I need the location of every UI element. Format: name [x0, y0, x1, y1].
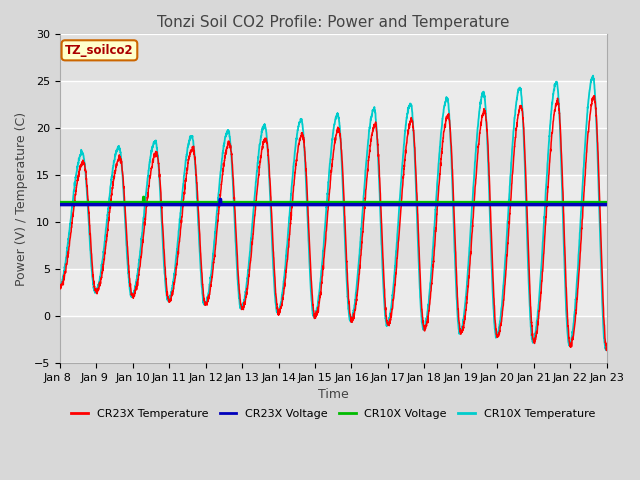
Bar: [60, 128, 607, 175]
CR10X Temperature: [589, 73, 597, 79]
Text: TZ_soilco2: TZ_soilco2: [65, 44, 134, 57]
CR23X Temperature: [289, 190, 297, 195]
CR23X Voltage: [56, 202, 63, 207]
CR23X Temperature: [56, 282, 63, 288]
CR10X Temperature: [289, 167, 297, 173]
CR23X Temperature: [603, 348, 611, 353]
Bar: [60, 81, 607, 128]
CR23X Temperature: [150, 153, 158, 158]
CR23X Voltage: [593, 202, 600, 207]
Bar: [60, 316, 607, 363]
CR10X Voltage: [56, 199, 63, 205]
CR10X Temperature: [118, 167, 126, 173]
CR10X Voltage: [151, 199, 159, 205]
CR10X Voltage: [140, 194, 147, 200]
Bar: [60, 175, 607, 222]
CR10X Voltage: [266, 199, 273, 205]
CR23X Voltage: [216, 196, 224, 202]
CR10X Temperature: [150, 139, 158, 144]
CR23X Temperature: [266, 169, 273, 175]
CR10X Voltage: [289, 199, 297, 205]
Line: CR23X Voltage: CR23X Voltage: [60, 199, 607, 204]
CR10X Temperature: [533, 317, 541, 323]
Legend: CR23X Temperature, CR23X Voltage, CR10X Voltage, CR10X Temperature: CR23X Temperature, CR23X Voltage, CR10X …: [67, 405, 600, 423]
CR10X Temperature: [602, 347, 610, 353]
Bar: [60, 222, 607, 269]
CR23X Voltage: [150, 202, 158, 207]
Bar: [60, 269, 607, 316]
CR23X Temperature: [590, 93, 598, 98]
Line: CR10X Voltage: CR10X Voltage: [60, 197, 607, 202]
CR10X Temperature: [593, 115, 600, 121]
Line: CR10X Temperature: CR10X Temperature: [60, 76, 607, 350]
CR23X Temperature: [533, 328, 541, 334]
Title: Tonzi Soil CO2 Profile: Power and Temperature: Tonzi Soil CO2 Profile: Power and Temper…: [157, 15, 509, 30]
Y-axis label: Power (V) / Temperature (C): Power (V) / Temperature (C): [15, 111, 28, 286]
CR10X Temperature: [56, 283, 63, 288]
CR10X Voltage: [593, 199, 600, 205]
CR10X Temperature: [603, 344, 611, 350]
CR23X Voltage: [266, 202, 273, 207]
Line: CR23X Temperature: CR23X Temperature: [60, 96, 607, 350]
CR23X Voltage: [289, 202, 297, 207]
X-axis label: Time: Time: [318, 388, 349, 401]
CR10X Temperature: [266, 180, 273, 186]
CR23X Temperature: [603, 346, 611, 352]
CR23X Voltage: [118, 202, 126, 207]
CR23X Temperature: [593, 113, 600, 119]
Bar: [60, 34, 607, 81]
CR10X Voltage: [603, 199, 611, 205]
CR23X Voltage: [533, 202, 541, 207]
CR10X Voltage: [533, 199, 541, 205]
CR23X Temperature: [118, 166, 126, 171]
CR23X Voltage: [603, 202, 611, 207]
CR10X Voltage: [118, 199, 126, 205]
